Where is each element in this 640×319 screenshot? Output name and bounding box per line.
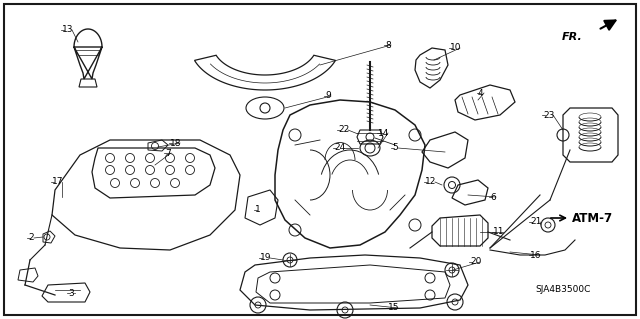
Text: 4: 4 <box>478 88 484 98</box>
Text: FR.: FR. <box>563 32 583 42</box>
Text: 16: 16 <box>530 250 541 259</box>
Text: 7: 7 <box>165 149 171 158</box>
Text: 15: 15 <box>388 303 399 313</box>
Text: 14: 14 <box>378 129 389 137</box>
Text: 1: 1 <box>255 205 260 214</box>
Text: 24: 24 <box>334 144 345 152</box>
Text: 19: 19 <box>260 254 271 263</box>
Text: 3: 3 <box>68 288 74 298</box>
Text: ATM-7: ATM-7 <box>572 211 613 225</box>
Text: 5: 5 <box>392 144 397 152</box>
Text: 18: 18 <box>170 138 182 147</box>
Text: 22: 22 <box>338 125 349 135</box>
Text: 8: 8 <box>385 41 391 49</box>
Text: 6: 6 <box>490 192 496 202</box>
Text: 17: 17 <box>52 177 63 187</box>
Text: 9: 9 <box>325 92 331 100</box>
Text: 21: 21 <box>530 218 541 226</box>
Text: 11: 11 <box>493 227 504 236</box>
Text: 12: 12 <box>425 177 436 187</box>
Text: 23: 23 <box>543 110 554 120</box>
Text: 20: 20 <box>470 257 481 266</box>
Text: SJA4B3500C: SJA4B3500C <box>535 286 590 294</box>
Text: 10: 10 <box>450 43 461 53</box>
Text: 2: 2 <box>28 234 34 242</box>
Text: 13: 13 <box>62 26 74 34</box>
